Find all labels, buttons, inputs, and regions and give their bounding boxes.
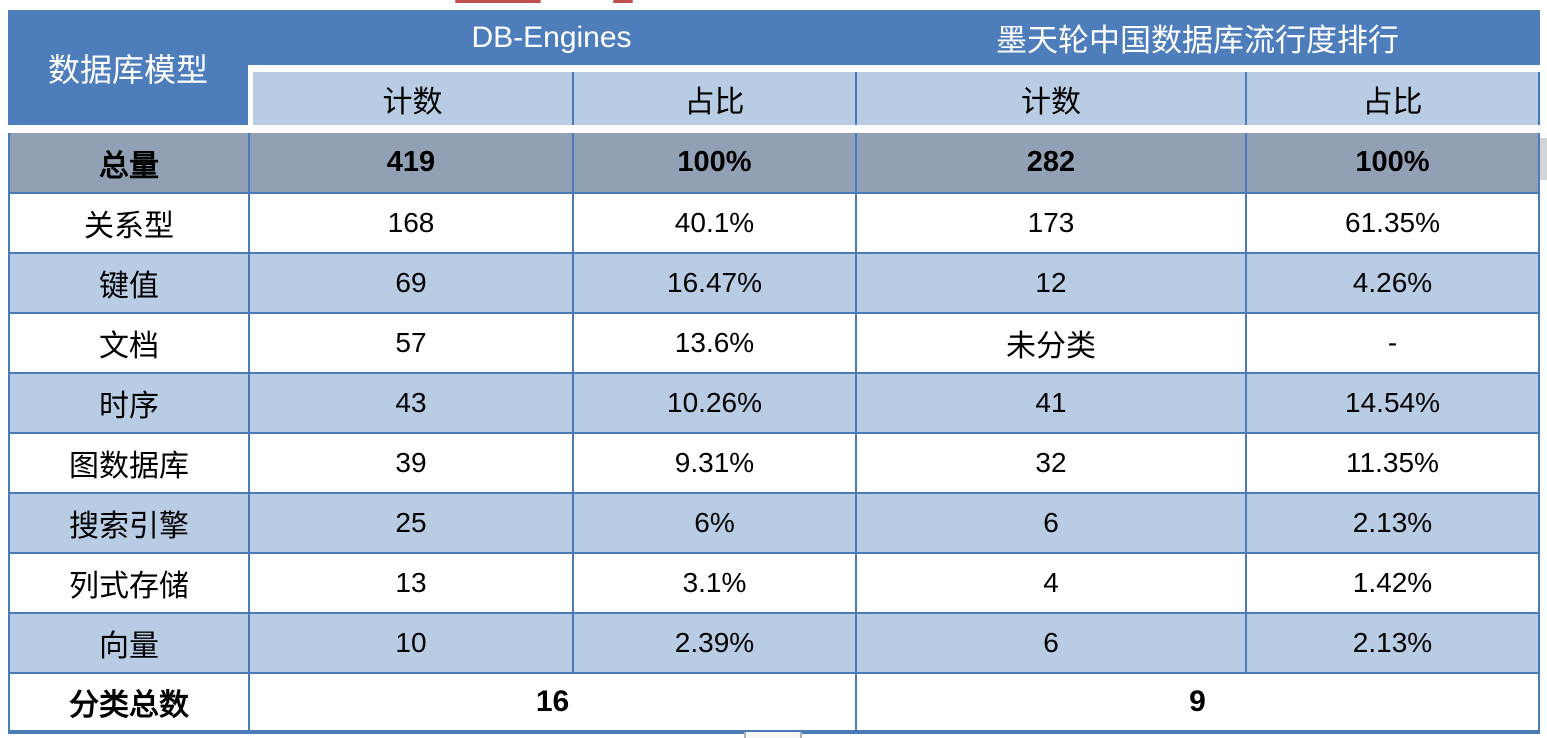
cell-value: 10.26% [572,374,855,432]
cropped-red-text-artifact [613,0,633,3]
cell-value: 2.13% [1245,614,1540,672]
cell-value: 13.6% [572,314,855,372]
cell-value: 1.42% [1245,554,1540,612]
cell-value: 11.35% [1245,434,1540,492]
row-label: 总量 [8,133,248,192]
cell-value: 3.1% [572,554,855,612]
table-row: 关系型 168 40.1% 173 61.35% [8,192,1540,252]
table-row: 文档 57 13.6% 未分类 - [8,312,1540,372]
row-label: 时序 [8,374,248,432]
row-label: 关系型 [8,194,248,252]
cell-value: 39 [248,434,572,492]
scrollbar-artifact [744,732,802,738]
table-row: 搜索引擎 25 6% 6 2.13% [8,492,1540,552]
table-row: 向量 10 2.39% 6 2.13% [8,612,1540,672]
cell-value: 25 [248,494,572,552]
table-row: 图数据库 39 9.31% 32 11.35% [8,432,1540,492]
cell-value: 40.1% [572,194,855,252]
cell-value: 168 [248,194,572,252]
cell-value: 6 [855,494,1245,552]
cell-value: 57 [248,314,572,372]
right-edge-artifact [1540,138,1547,180]
cell-value: 6 [855,614,1245,672]
row-label: 键值 [8,254,248,312]
sub-header-count: 计数 [248,72,572,125]
row-label: 分类总数 [8,674,248,730]
header-gap [248,65,1540,72]
cell-value: 419 [248,133,572,192]
table-row-summary: 分类总数 16 9 [8,672,1540,730]
summary-modb-categories: 9 [855,674,1540,730]
cell-value: 4 [855,554,1245,612]
cell-value: 2.39% [572,614,855,672]
cell-value: 14.54% [1245,374,1540,432]
cell-value: 43 [248,374,572,432]
row-label: 图数据库 [8,434,248,492]
cropped-red-text-artifact [455,0,541,3]
cell-value: 12 [855,254,1245,312]
row-label: 文档 [8,314,248,372]
group-header-row: DB-Engines 墨天轮中国数据库流行度排行 [248,10,1540,65]
sub-header-percent: 占比 [572,72,855,125]
cell-value: 未分类 [855,314,1245,372]
cell-value: 69 [248,254,572,312]
table-header: 数据库模型 DB-Engines 墨天轮中国数据库流行度排行 计数 占比 计数 … [8,10,1540,133]
cell-value: 61.35% [1245,194,1540,252]
table-row: 时序 43 10.26% 41 14.54% [8,372,1540,432]
cell-value: - [1245,314,1540,372]
sub-header-row: 计数 占比 计数 占比 [248,72,1540,125]
sub-header-count: 计数 [855,72,1245,125]
database-model-comparison-table: 数据库模型 DB-Engines 墨天轮中国数据库流行度排行 计数 占比 计数 … [8,10,1540,734]
cell-value: 173 [855,194,1245,252]
cell-value: 9.31% [572,434,855,492]
cell-value: 2.13% [1245,494,1540,552]
row-label: 列式存储 [8,554,248,612]
sub-header-percent: 占比 [1245,72,1540,125]
cell-value: 16.47% [572,254,855,312]
summary-db-engines-categories: 16 [248,674,855,730]
group-header-modb: 墨天轮中国数据库流行度排行 [855,10,1540,65]
table-row: 列式存储 13 3.1% 4 1.42% [8,552,1540,612]
row-label: 向量 [8,614,248,672]
cell-value: 282 [855,133,1245,192]
cell-value: 10 [248,614,572,672]
cell-value: 100% [1245,133,1540,192]
cell-value: 32 [855,434,1245,492]
row-label: 搜索引擎 [8,494,248,552]
table-row: 键值 69 16.47% 12 4.26% [8,252,1540,312]
table-row-total: 总量 419 100% 282 100% [8,133,1540,192]
cell-value: 100% [572,133,855,192]
cell-value: 13 [248,554,572,612]
cell-value: 4.26% [1245,254,1540,312]
corner-header-cell: 数据库模型 [8,10,248,125]
cell-value: 41 [855,374,1245,432]
cell-value: 6% [572,494,855,552]
group-header-db-engines: DB-Engines [248,10,855,65]
